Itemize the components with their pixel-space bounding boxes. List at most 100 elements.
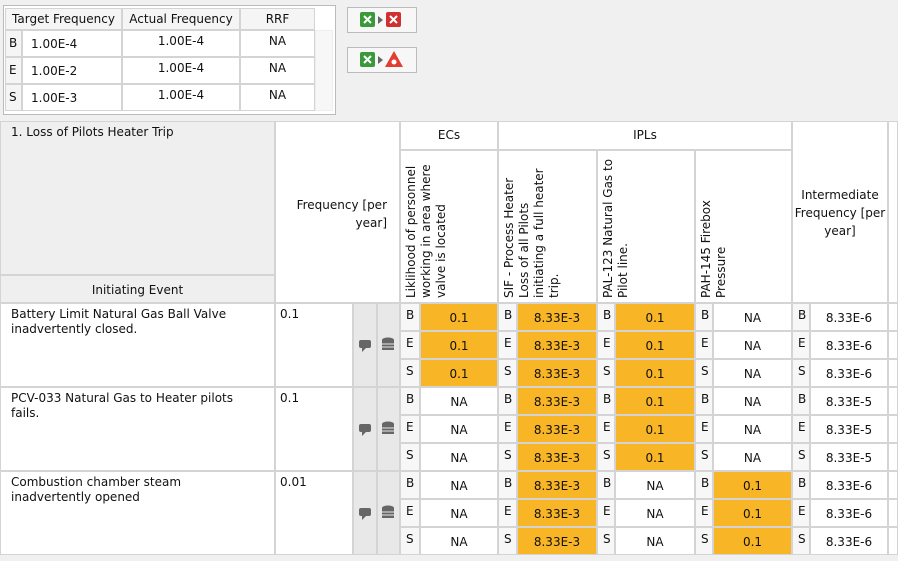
level-letter: B [400,471,420,499]
row-filler [888,499,898,527]
highlighted-value: 0.1 [615,415,695,443]
frequency-value: NA [713,415,792,443]
level-letter: E [400,331,420,359]
level-letter: S [695,527,713,555]
frequency-value: NA [420,387,498,415]
warning-button[interactable] [347,47,417,73]
level-letter: E [792,331,810,359]
row-filler [888,527,898,555]
level-letter: B [695,303,713,331]
event-frequency: 0.1 [275,387,353,471]
level-letter: E [597,331,615,359]
level-letter: B [597,387,615,415]
icon [382,337,394,350]
row-filler [888,443,898,471]
level-letter: S [597,527,615,555]
row-filler [888,387,898,415]
level-letter: B [498,471,517,499]
level-letter: B [400,387,420,415]
database-icon [377,303,400,387]
level-letter: S [695,443,713,471]
compare-button[interactable] [347,7,417,33]
actual-frequency: 1.00E-4 [122,30,240,57]
intermediate-header: Intermediate Frequency [per year] [792,121,888,303]
icon [359,508,371,520]
summary-header: Target Frequency [5,8,122,30]
level-letter: E [695,499,713,527]
level-letter: E [597,499,615,527]
rrf-value: NA [240,84,315,111]
level-letter: S [597,443,615,471]
level-letter: E [498,499,517,527]
level-letter: B [695,471,713,499]
level-letter: S [792,527,810,555]
level-letter: B [597,303,615,331]
column-header: PAH-145 Firebox Pressure [695,150,792,303]
initiating-event-header: Initiating Event [0,275,275,303]
level-letter: S [792,359,810,387]
level-letter: B [695,387,713,415]
frequency-value: NA [420,471,498,499]
target-frequency: 1.00E-2 [22,57,122,84]
column-header-text: Liklihood of personnel working in area w… [404,164,448,298]
level-letter: S [498,443,517,471]
scenario-header: 1. Loss of Pilots Heater Trip [0,121,275,275]
summary-header: Actual Frequency [122,8,240,30]
highlighted-value: 8.33E-3 [517,387,597,415]
highlighted-value: 0.1 [615,359,695,387]
level-letter: S [498,359,517,387]
highlighted-value: 8.33E-3 [517,499,597,527]
highlighted-value: 0.1 [713,499,792,527]
frequency-value: 8.33E-6 [810,471,888,499]
highlighted-value: 0.1 [420,359,498,387]
frequency-value: NA [713,303,792,331]
comment-icon [353,471,377,555]
ecs-header: ECs [400,121,498,150]
row-filler [888,471,898,499]
highlighted-value: 0.1 [713,527,792,555]
level-letter: S [597,359,615,387]
event-frequency: 0.1 [275,303,353,387]
highlighted-value: 8.33E-3 [517,415,597,443]
column-header-text: PAH-145 Firebox Pressure [699,200,728,298]
frequency-value: 8.33E-6 [810,499,888,527]
highlighted-value: 0.1 [615,303,695,331]
level-letter: S [792,443,810,471]
frequency-value: 8.33E-5 [810,387,888,415]
row-filler [888,415,898,443]
level-letter: E [498,415,517,443]
level-letter: B [597,471,615,499]
highlighted-value: 0.1 [615,387,695,415]
frequency-value: 8.33E-6 [810,303,888,331]
level-letter: E [792,499,810,527]
column-header-text: PAL-123 Natural Gas to Pilot line. [601,158,630,298]
rrf-value: NA [240,57,315,84]
level-letter: B [498,303,517,331]
highlighted-value: 0.1 [713,471,792,499]
rrf-value: NA [240,30,315,57]
actual-frequency: 1.00E-4 [122,57,240,84]
row-filler [888,359,898,387]
level-letter: S [400,443,420,471]
row-filler [888,303,898,331]
frequency-value: 8.33E-5 [810,443,888,471]
button-icon [360,12,401,27]
level-letter: B [400,303,420,331]
level-letter: S [400,359,420,387]
icon [382,421,394,434]
column-header: PAL-123 Natural Gas to Pilot line. [597,150,695,303]
frequency-value: NA [713,387,792,415]
row-filler [888,331,898,359]
highlighted-value: 8.33E-3 [517,331,597,359]
frequency-value: NA [420,443,498,471]
frequency-value: NA [615,527,695,555]
level-label: E [5,57,22,84]
highlighted-value: 8.33E-3 [517,303,597,331]
highlighted-value: 8.33E-3 [517,527,597,555]
level-letter: E [400,415,420,443]
frequency-value: 8.33E-6 [810,527,888,555]
comment-icon [353,303,377,387]
level-letter: S [498,527,517,555]
comment-icon [353,387,377,471]
highlighted-value: 0.1 [420,303,498,331]
